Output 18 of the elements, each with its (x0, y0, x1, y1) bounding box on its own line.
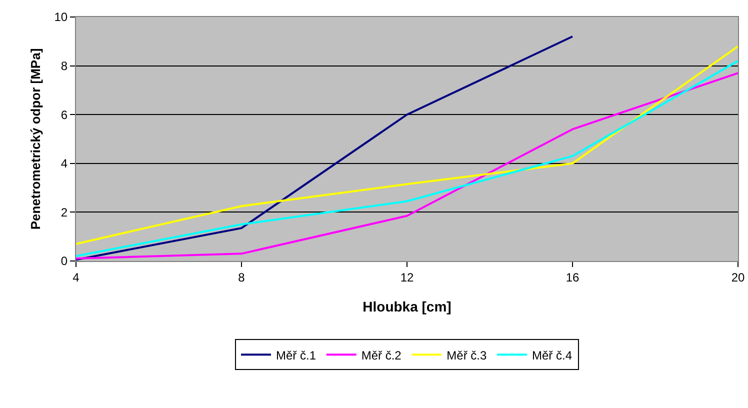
x-axis-title: Hloubka [cm] (362, 298, 452, 315)
y-tick-label: 8 (60, 59, 68, 73)
y-axis-title: Penetrometrický odpor [MPa] (28, 48, 44, 230)
y-tick-label: 0 (60, 254, 68, 268)
legend-label: Měř č.2 (361, 348, 402, 362)
y-tick-label: 6 (60, 108, 68, 122)
legend-label: Měř č.3 (446, 348, 487, 362)
x-tick-label: 16 (566, 270, 580, 284)
x-tick-label: 20 (731, 270, 745, 284)
x-tick-label: 12 (400, 270, 414, 284)
legend-label: Měř č.1 (276, 348, 316, 362)
x-tick-label: 8 (238, 270, 246, 284)
x-tick-label: 4 (72, 270, 80, 284)
y-tick-label: 2 (60, 205, 68, 220)
y-tick-label: 10 (54, 10, 68, 24)
legend-label: Měř č.4 (532, 348, 572, 362)
line-series (76, 36, 574, 261)
y-tick-label: 4 (60, 156, 68, 171)
